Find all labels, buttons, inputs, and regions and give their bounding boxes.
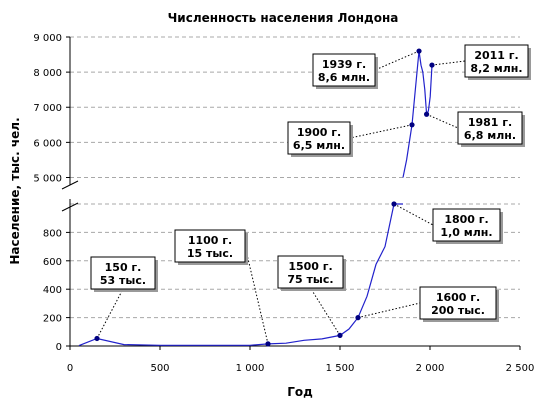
axes-layer: 0 200 400 600 800 5 000 6 000 7 000 8 000 9 000 0 5… <box>33 33 534 374</box>
data-point-marker <box>416 48 422 54</box>
annotation-value: 200 тыс. <box>431 304 485 317</box>
annotation-leader <box>357 302 421 319</box>
annotation-leader <box>310 287 341 336</box>
annotation-year: 1600 г. <box>436 291 480 304</box>
annotation-year: 1100 г. <box>188 234 232 247</box>
annotation-value: 1,0 млн. <box>440 226 492 239</box>
y-tick-label: 400 <box>43 285 62 296</box>
y-tick-label: 600 <box>43 257 62 268</box>
x-tick-label: 1 000 <box>236 363 265 374</box>
x-tick-label: 1 500 <box>326 363 355 374</box>
y-tick-label: 200 <box>43 314 62 325</box>
data-point-marker <box>94 335 100 342</box>
x-tick-label: 0 <box>67 363 73 374</box>
annotation-box <box>277 255 344 289</box>
chart-title: Численность населения Лондона <box>168 11 399 25</box>
annotation-year: 1939 г. <box>322 58 366 71</box>
data-point-marker <box>423 111 430 117</box>
data-point-marker <box>355 315 361 321</box>
annotation-value: 8,6 млн. <box>318 71 370 84</box>
annotation-box <box>419 286 497 320</box>
annotation-year: 1500 г. <box>288 260 332 273</box>
annotation-box <box>174 229 246 263</box>
x-tick-label: 2 500 <box>506 363 535 374</box>
x-tick-label: 2 000 <box>416 363 445 374</box>
annotation-value: 53 тыс. <box>100 274 146 287</box>
data-point-marker <box>337 332 343 338</box>
annotation-leader <box>393 203 434 226</box>
y-axis-label: Население, тыс. чел. <box>8 117 22 264</box>
annotation-year: 1800 г. <box>444 213 488 226</box>
annotation-value: 6,8 млн. <box>464 129 516 142</box>
annotation-leader <box>244 245 269 344</box>
data-point-marker <box>409 122 415 128</box>
y-tick-label: 8 000 <box>33 68 62 79</box>
annotation-leader <box>431 60 466 66</box>
y-tick-label: 5 000 <box>33 173 62 184</box>
annotation-year: 1981 г. <box>468 116 512 129</box>
annotation-box <box>464 44 529 78</box>
y-tick-label: 800 <box>43 228 62 239</box>
population-series-line <box>402 50 433 178</box>
annotation-leader <box>374 50 420 71</box>
data-point-marker <box>429 62 435 68</box>
x-tick-label: 500 <box>150 363 169 374</box>
annotation-box <box>287 121 351 155</box>
annotations-layer: 150 г.53 тыс. 1100 г.15 тыс. 1500 г.75 тыс… <box>90 44 531 347</box>
annotation-leader <box>349 124 413 139</box>
annotation-value: 15 тыс. <box>187 247 233 260</box>
annotation-value: 6,5 млн. <box>293 139 345 152</box>
annotation-box <box>457 111 523 145</box>
x-axis-label: Год <box>287 385 313 399</box>
annotation-year: 2011 г. <box>474 49 518 62</box>
y-tick-label: 7 000 <box>33 103 62 114</box>
annotation-value: 75 тыс. <box>287 273 333 286</box>
axis-break-mark <box>61 202 79 212</box>
annotation-leader <box>426 113 459 129</box>
axis-break-mark <box>61 180 79 190</box>
annotation-leader <box>96 288 124 339</box>
y-tick-label: 9 000 <box>33 33 62 44</box>
data-point-marker <box>265 341 271 347</box>
annotation-year: 1900 г. <box>297 126 341 139</box>
annotation-box <box>432 208 501 242</box>
annotation-box <box>312 53 376 87</box>
series-layer <box>78 50 433 347</box>
y-tick-label: 6 000 <box>33 138 62 149</box>
data-point-marker <box>391 201 397 207</box>
population-series-line <box>78 203 403 347</box>
annotation-box <box>90 256 156 290</box>
y-tick-label: 0 <box>56 342 62 353</box>
annotation-year: 150 г. <box>105 261 142 274</box>
annotation-value: 8,2 млн. <box>470 62 522 75</box>
